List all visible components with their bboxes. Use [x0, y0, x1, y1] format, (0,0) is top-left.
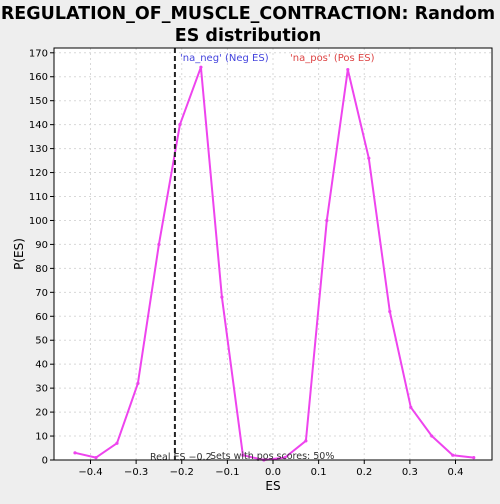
y-tick-label: 80 — [35, 264, 48, 275]
y-tick-label: 70 — [35, 288, 48, 299]
es-distribution-line — [74, 66, 474, 461]
y-tick-label: 110 — [29, 192, 48, 203]
y-tick-label: 0 — [42, 456, 48, 467]
data-point — [451, 453, 455, 457]
y-tick-label: 90 — [35, 240, 48, 251]
data-point — [409, 405, 413, 409]
data-point — [199, 65, 203, 69]
y-tick-label: 60 — [35, 312, 48, 323]
x-tick-label: 0.4 — [448, 467, 464, 478]
data-point — [388, 309, 392, 314]
y-tick-label: 10 — [35, 432, 48, 443]
grid-lines — [54, 48, 492, 461]
data-point — [430, 434, 434, 438]
neg-es-label: 'na_neg' (Neg ES) — [180, 53, 269, 64]
y-tick-label: 140 — [29, 120, 48, 131]
y-tick-label: 40 — [35, 360, 48, 371]
data-point — [304, 439, 308, 443]
pos-es-label: 'na_pos' (Pos ES) — [290, 53, 375, 64]
chart-title-line-2: ES distribution — [175, 26, 321, 46]
real-es-label: Real ES −0.2 — [150, 452, 212, 463]
x-axis-ticks: −0.4 −0.3 −0.2 −0.1 0.0 0.1 0.2 0.3 0.4 — [78, 460, 463, 478]
plot-frame — [53, 47, 493, 461]
x-tick-label: −0.1 — [215, 467, 239, 478]
data-point — [136, 381, 140, 385]
data-point — [94, 456, 98, 460]
y-tick-label: 170 — [29, 48, 48, 59]
y-tick-label: 160 — [29, 72, 48, 83]
data-point — [346, 67, 350, 72]
y-tick-label: 120 — [29, 168, 48, 179]
data-point — [367, 156, 371, 160]
y-axis-label: P(ES) — [12, 238, 26, 270]
data-point — [241, 453, 245, 457]
data-point — [472, 456, 476, 460]
y-tick-label: 20 — [35, 408, 48, 419]
data-point — [220, 295, 224, 299]
data-points — [73, 65, 476, 462]
sets-with-pos-scores-label: Sets with pos scores: 50% — [210, 451, 334, 462]
x-tick-label: 0.2 — [356, 467, 372, 478]
x-tick-label: 0.0 — [265, 467, 281, 478]
x-tick-label: −0.4 — [78, 467, 102, 478]
x-tick-label: 0.3 — [402, 467, 418, 478]
y-tick-label: 30 — [35, 384, 48, 395]
chart-title-line-1: REGULATION_OF_MUSCLE_CONTRACTION: Random — [1, 4, 495, 24]
y-tick-label: 130 — [29, 144, 48, 155]
x-tick-label: 0.1 — [311, 467, 327, 478]
x-tick-label: −0.2 — [170, 467, 194, 478]
y-tick-label: 50 — [35, 336, 48, 347]
data-point — [178, 123, 182, 127]
x-axis-label: ES — [265, 479, 280, 493]
y-tick-label: 150 — [29, 96, 48, 107]
data-point — [283, 456, 287, 460]
data-point — [73, 451, 77, 455]
data-point — [157, 242, 161, 247]
y-tick-label: 100 — [29, 216, 48, 227]
data-point — [115, 441, 119, 445]
y-axis-ticks: 0 10 20 30 40 50 60 70 80 90 100 110 120 130 140 150 160… — [29, 48, 54, 467]
x-tick-label: −0.3 — [124, 467, 148, 478]
data-point — [325, 218, 329, 223]
